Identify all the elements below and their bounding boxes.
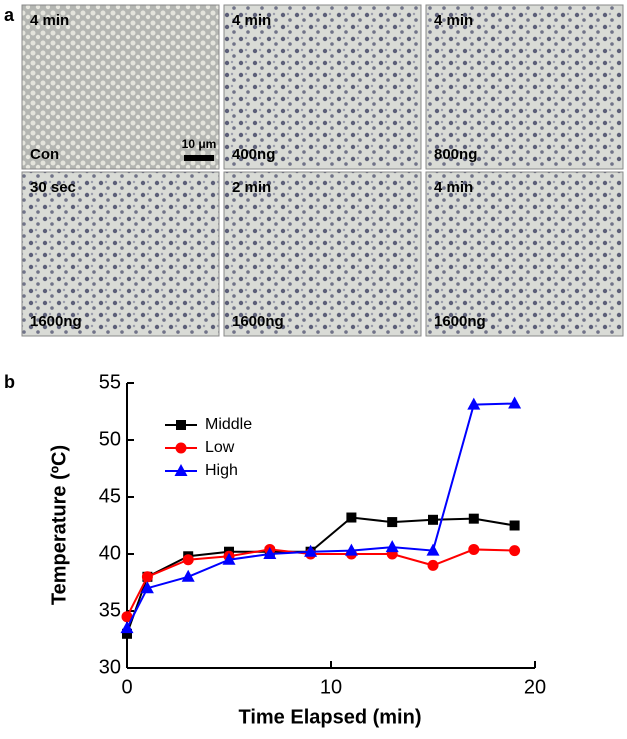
marker bbox=[140, 581, 154, 594]
micrograph-image bbox=[425, 4, 624, 170]
marker bbox=[468, 513, 479, 524]
series-line bbox=[126, 402, 515, 629]
panel-time: 4 min bbox=[434, 179, 473, 196]
marker bbox=[120, 621, 134, 634]
panel-dose: 400ng bbox=[232, 146, 275, 163]
y-tick-label: 45 bbox=[99, 485, 121, 507]
legend-label: High bbox=[205, 462, 238, 479]
x-tick-label: 0 bbox=[121, 676, 132, 698]
scale-bar-label: 10 μm bbox=[182, 137, 217, 151]
scale-bar bbox=[184, 155, 214, 161]
micrograph: 4 min 1600ng bbox=[425, 171, 624, 337]
panel-dose: 1600ng bbox=[30, 313, 82, 330]
marker bbox=[427, 559, 439, 571]
marker bbox=[426, 543, 440, 556]
micrograph-image bbox=[223, 171, 422, 337]
marker bbox=[387, 517, 398, 528]
panel-dose: 1600ng bbox=[434, 313, 486, 330]
y-tick-label: 35 bbox=[99, 599, 121, 621]
marker bbox=[181, 569, 195, 582]
marker bbox=[428, 514, 438, 525]
marker bbox=[509, 545, 521, 557]
panel-time: 2 min bbox=[232, 179, 271, 196]
panel-time: 4 min bbox=[30, 12, 69, 29]
panel-label: b bbox=[4, 372, 15, 392]
marker bbox=[385, 540, 399, 553]
legend-label: Middle bbox=[205, 416, 252, 433]
marker bbox=[176, 420, 186, 430]
marker bbox=[182, 554, 194, 566]
marker bbox=[304, 544, 318, 557]
micrograph-grid: 4 min Con 10 μm 4 min 400ng 4 min 800ng 30 sec 1… bbox=[21, 4, 624, 337]
y-tick-label: 40 bbox=[99, 542, 121, 564]
y-tick-label: 50 bbox=[99, 428, 121, 450]
micrograph-image bbox=[425, 171, 624, 337]
marker bbox=[222, 552, 236, 565]
panel-time: 30 sec bbox=[30, 179, 76, 196]
x-tick-label: 20 bbox=[524, 676, 546, 698]
micrograph-image bbox=[21, 4, 220, 170]
panel-time: 4 min bbox=[232, 12, 271, 29]
y-tick-label: 30 bbox=[99, 656, 121, 678]
y-tick-label: 55 bbox=[99, 371, 121, 393]
micrograph-image bbox=[21, 171, 220, 337]
marker bbox=[468, 543, 480, 555]
panel-dose: Con bbox=[30, 146, 59, 163]
panel-time: 4 min bbox=[434, 12, 473, 29]
marker bbox=[174, 464, 188, 476]
panel-label: a bbox=[4, 5, 15, 25]
micrograph: 4 min Con 10 μm bbox=[21, 4, 220, 170]
marker bbox=[346, 512, 357, 523]
marker bbox=[344, 543, 358, 556]
marker bbox=[121, 611, 133, 623]
panel-dose: 800ng bbox=[434, 146, 477, 163]
marker bbox=[508, 396, 522, 409]
panel-dose: 1600ng bbox=[232, 313, 284, 330]
x-axis-label: Time Elapsed (min) bbox=[238, 706, 421, 728]
marker bbox=[467, 397, 481, 410]
micrograph: 2 min 1600ng bbox=[223, 171, 422, 337]
micrograph-image bbox=[223, 4, 422, 170]
legend-label: Low bbox=[205, 439, 235, 456]
marker bbox=[175, 442, 187, 454]
y-axis-label: Temperature (ºC) bbox=[48, 445, 70, 605]
x-tick-label: 10 bbox=[320, 676, 342, 698]
marker bbox=[141, 571, 153, 583]
marker bbox=[263, 547, 277, 559]
micrograph: 4 min 800ng bbox=[425, 4, 624, 170]
micrograph: 4 min 400ng bbox=[223, 4, 422, 170]
marker bbox=[509, 520, 520, 531]
marker bbox=[122, 628, 132, 639]
micrograph: 30 sec 1600ng bbox=[21, 171, 220, 337]
